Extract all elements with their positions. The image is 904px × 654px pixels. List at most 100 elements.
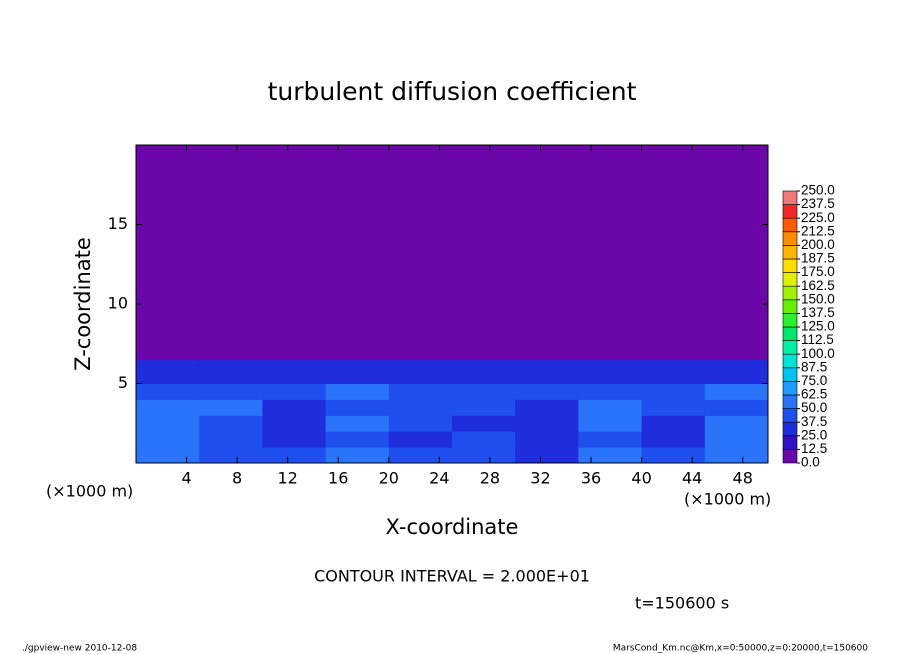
- colorbar-label: 200.0: [801, 237, 835, 252]
- colorbar-label: 225.0: [801, 210, 835, 225]
- field-cell: [452, 431, 516, 448]
- field-cell: [325, 383, 390, 400]
- field-cell: [388, 431, 453, 448]
- field-cell: [136, 399, 200, 416]
- field-cell: [704, 359, 769, 384]
- colorbar-label: 50.0: [801, 400, 827, 415]
- field-cell: [578, 447, 643, 464]
- field-cell: [136, 447, 200, 464]
- field-cell: [515, 431, 579, 448]
- footer-left: ./gpview-new 2010-12-08: [22, 644, 137, 654]
- x-unit-label: (×1000 m): [684, 490, 771, 509]
- x-tick-label: 20: [379, 469, 399, 488]
- colorbar-label: 162.5: [801, 278, 835, 293]
- field-cell: [515, 145, 579, 361]
- field-cell: [452, 415, 516, 432]
- field-cell: [325, 431, 390, 448]
- field-cell: [199, 431, 263, 448]
- field-cell: [199, 383, 263, 400]
- colorbar-swatch: [782, 326, 798, 341]
- field-cell: [704, 383, 769, 400]
- field-cell: [641, 431, 706, 448]
- footer-right: MarsCond_Km.nc@Km,x=0:50000,z=0:20000,t=…: [613, 644, 868, 654]
- colorbar-swatch: [782, 313, 798, 328]
- field-cell: [452, 383, 516, 400]
- x-tick-label: 44: [682, 469, 702, 488]
- colorbar-label: 112.5: [801, 332, 834, 347]
- field-cell: [641, 145, 706, 361]
- field-cell: [262, 415, 327, 432]
- colorbar-label: 0.0: [801, 455, 820, 470]
- field-cell: [262, 383, 327, 400]
- field-cell: [704, 431, 769, 448]
- colorbar-label: 250.0: [801, 183, 835, 198]
- x-tick-label: 24: [429, 469, 449, 488]
- colorbar-label: 100.0: [801, 346, 835, 361]
- colorbar-swatch: [782, 340, 798, 355]
- colorbar-swatch: [782, 217, 798, 233]
- field-cell: [136, 145, 200, 361]
- field-cell: [515, 447, 579, 464]
- field-cell: [325, 447, 390, 464]
- field-cell: [388, 447, 453, 464]
- field-cell: [515, 359, 579, 384]
- colorbar-swatch: [782, 367, 798, 382]
- field-cell: [199, 359, 263, 384]
- colorbar-label: 25.0: [801, 427, 827, 442]
- field-cell: [136, 415, 200, 432]
- y-tick-label: 10: [108, 294, 128, 313]
- colorbar-swatch: [782, 190, 798, 205]
- colorbar-label: 125.0: [801, 319, 835, 334]
- field-cell: [641, 399, 706, 416]
- y-tick-label: 5: [118, 373, 128, 392]
- colorbar-label: 87.5: [801, 359, 827, 374]
- y-tick-label: 15: [108, 214, 128, 233]
- field-cell: [641, 447, 706, 464]
- colorbar-label: 137.5: [801, 305, 835, 320]
- field-cell: [578, 415, 643, 432]
- colorbar-label: 37.5: [801, 414, 827, 429]
- colorbar-swatch: [782, 449, 798, 464]
- x-tick-label: 8: [232, 469, 242, 488]
- chart-title: turbulent diffusion coefficient: [268, 77, 637, 106]
- colorbar-swatch: [782, 394, 798, 409]
- colorbar-swatch: [782, 408, 798, 423]
- x-tick-label: 4: [181, 469, 191, 488]
- field-cell: [325, 359, 390, 384]
- field-cell: [388, 399, 453, 416]
- field-cell: [199, 447, 263, 464]
- field-cell: [388, 359, 453, 384]
- field-cell: [388, 415, 453, 432]
- x-tick-label: 16: [328, 469, 348, 488]
- colorbar-swatch: [782, 231, 798, 246]
- field-cell: [262, 145, 327, 361]
- colorbar-swatch: [782, 353, 798, 369]
- field-cell: [199, 415, 263, 432]
- colorbar-swatch: [782, 421, 798, 437]
- field-cell: [262, 447, 327, 464]
- field-cell: [262, 399, 327, 416]
- field-cell: [388, 145, 453, 361]
- colorbar-label: 187.5: [801, 251, 835, 266]
- field-cell: [704, 447, 769, 464]
- field-cell: [452, 145, 516, 361]
- x-unit-label: (×1000 m): [46, 482, 133, 501]
- colorbar-swatch: [782, 435, 798, 450]
- field-cell: [578, 359, 643, 384]
- x-axis-label: X-coordinate: [386, 515, 519, 539]
- field-cell: [452, 359, 516, 384]
- colorbar-swatch: [782, 272, 798, 287]
- field-cell: [325, 415, 390, 432]
- contour-interval: CONTOUR INTERVAL = 2.000E+01: [314, 567, 590, 586]
- colorbar-label: 212.5: [801, 223, 835, 238]
- field-cell: [704, 415, 769, 432]
- field-cell: [262, 431, 327, 448]
- field-cell: [136, 431, 200, 448]
- x-tick-label: 28: [480, 469, 500, 488]
- field-cell: [199, 145, 263, 361]
- field-cell: [325, 145, 390, 361]
- field-cell: [262, 359, 327, 384]
- colorbar-swatch: [782, 381, 798, 396]
- field-cell: [199, 399, 263, 416]
